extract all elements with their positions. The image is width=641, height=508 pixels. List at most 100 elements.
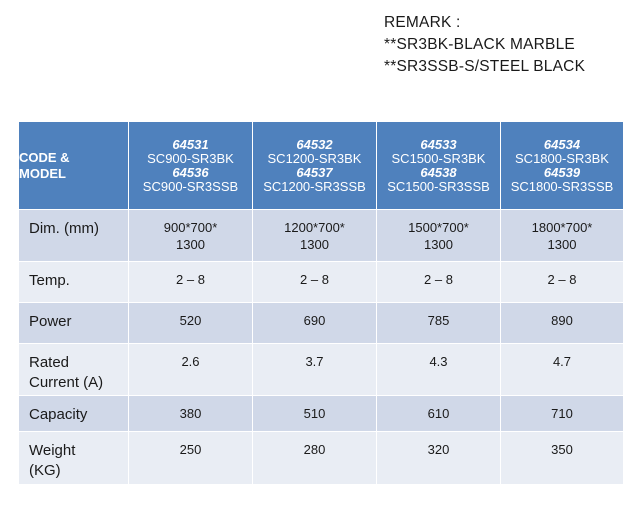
cell-line: 890 [551,313,573,328]
cell-line: 1300 [300,237,329,252]
remark-line: **SR3SSB-S/STEEL BLACK [384,58,586,75]
model-name: SC1800-SR3SSB [510,178,614,194]
cell-line: 4.3 [429,354,448,369]
model-code: 64536 [172,164,209,180]
cell-line: 2 – 8 [300,272,329,287]
cell-line: 1300 [424,237,453,252]
table-cell: 710 [500,395,624,432]
table-cell: 690 [252,302,377,344]
table-row-dimensions: Dim. (mm) 900*700* 1300 1200*700* 1300 150… [18,209,624,262]
model-name: SC1500-SR3BK [391,150,486,166]
row-label: Temp. [18,261,129,303]
remark-line: **SR3BK-BLACK MARBLE [384,36,575,53]
table-cell: 1500*700* 1300 [376,209,501,262]
table-cell: 4.7 [500,343,624,396]
model-name: SC900-SR3BK [147,150,234,166]
cell-line: 2.6 [181,354,200,369]
row-label: Rated Current (A) [18,343,129,396]
model-name: SC1200-SR3BK [267,150,362,166]
table-cell: 2 – 8 [128,261,253,303]
row-label-text: Dim. (mm) [29,220,99,237]
row-label-text: (KG) [29,462,61,479]
row-label-text: Rated [29,354,70,371]
row-label-text: Weight [29,442,76,459]
table-cell: 250 [128,431,253,485]
cell-line: 510 [303,406,326,421]
model-name: SC1500-SR3SSB [387,178,490,194]
table-cell: 2 – 8 [500,261,624,303]
header-model-column: 64532 SC1200-SR3BK 64537 SC1200-SR3SSB [252,121,377,210]
table-cell: 510 [252,395,377,432]
remark-block: REMARK : **SR3BK-BLACK MARBLE **SR3SSB-S… [384,12,585,78]
model-code: 64537 [296,164,333,180]
model-code: 64532 [296,136,333,152]
header-model-column: 64533 SC1500-SR3BK 64538 SC1500-SR3SSB [376,121,501,210]
cell-line: 350 [551,442,573,457]
table-cell: 280 [252,431,377,485]
model-code: 64538 [420,164,457,180]
model-code: 64534 [543,136,581,152]
remark-title: REMARK : [384,14,461,31]
header-row: CODE & MODEL 64531 SC900-SR3BK 64536 SC9… [18,121,624,210]
cell-line: 710 [551,406,573,421]
cell-line: 610 [427,406,450,421]
model-code: 64531 [172,136,209,152]
header-label-line: MODEL [19,165,66,181]
model-code: 64533 [420,136,457,152]
cell-line: 2 – 8 [176,272,205,287]
table-row-temperature: Temp. 2 – 8 2 – 8 2 – 8 2 – 8 [18,261,624,303]
header-model-column: 64531 SC900-SR3BK 64536 SC900-SR3SSB [128,121,253,210]
row-label-text: Capacity [29,406,88,423]
header-code-model: CODE & MODEL [18,121,129,210]
table-cell: 900*700* 1300 [128,209,253,262]
row-label: Dim. (mm) [18,209,129,262]
model-name: SC1800-SR3BK [515,150,609,166]
cell-line: 2 – 8 [424,272,453,287]
table-cell: 2 – 8 [252,261,377,303]
table-cell: 380 [128,395,253,432]
cell-line: 3.7 [305,354,324,369]
row-label-text: Temp. [29,272,70,289]
model-name: SC1200-SR3SSB [263,178,366,194]
table-cell: 320 [376,431,501,485]
table-cell: 350 [500,431,624,485]
table-cell: 785 [376,302,501,344]
cell-line: 690 [303,313,326,328]
row-label: Power [18,302,129,344]
cell-line: 320 [427,442,450,457]
cell-line: 280 [303,442,326,457]
model-name: SC900-SR3SSB [142,178,239,194]
cell-line: 520 [179,313,202,328]
table-row-power: Power 520 690 785 890 [18,302,624,344]
header-model-column: 64534 SC1800-SR3BK 64539 SC1800-SR3SSB [500,121,624,210]
table-row-weight: Weight (KG) 250 280 320 350 [18,431,624,485]
row-label: Weight (KG) [18,431,129,485]
table-cell: 4.3 [376,343,501,396]
cell-line: 785 [427,313,450,328]
cell-line: 2 – 8 [547,272,577,287]
cell-line: 250 [179,442,202,457]
table-cell: 1200*700* 1300 [252,209,377,262]
table-row-rated-current: Rated Current (A) 2.6 3.7 4.3 4.7 [18,343,624,396]
header-label-line: CODE & [19,149,70,165]
cell-line: 1800*700* [531,220,593,235]
model-code: 64539 [543,164,581,180]
cell-line: 1300 [176,237,205,252]
cell-line: 4.7 [552,354,572,369]
cell-line: 1200*700* [284,220,345,235]
spec-table: CODE & MODEL 64531 SC900-SR3BK 64536 SC9… [18,121,624,485]
cell-line: 1300 [547,237,577,252]
cell-line: 900*700* [163,220,218,235]
cell-line: 1500*700* [408,220,469,235]
table-cell: 1800*700* 1300 [500,209,624,262]
table-cell: 890 [500,302,624,344]
table-cell: 520 [128,302,253,344]
row-label-text: Power [29,313,72,330]
table-cell: 610 [376,395,501,432]
row-label: Capacity [18,395,129,432]
cell-line: 380 [179,406,202,421]
table-row-capacity: Capacity 380 510 610 710 [18,395,624,432]
table-cell: 3.7 [252,343,377,396]
table-cell: 2 – 8 [376,261,501,303]
row-label-text: Current (A) [29,374,104,391]
